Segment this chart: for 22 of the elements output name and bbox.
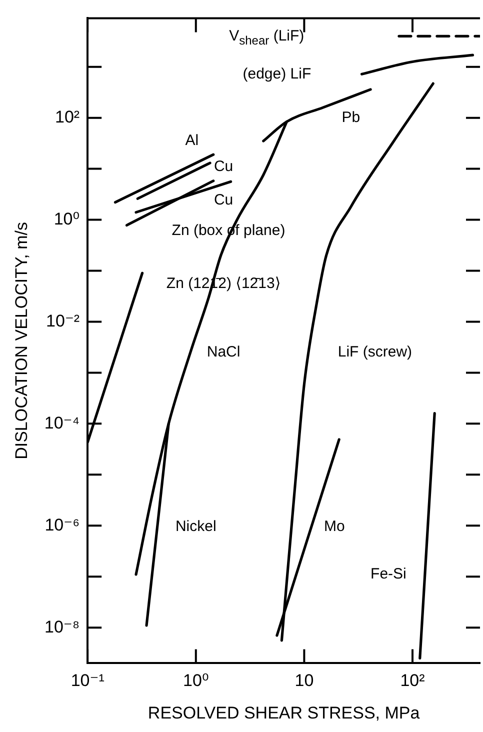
y-tick-label: 10⁰: [54, 209, 80, 228]
annotation: Mo: [324, 518, 345, 535]
annotation: Al: [185, 132, 199, 150]
annotation: Pb: [342, 108, 360, 126]
annotation: LiF (screw): [338, 344, 412, 361]
annotation: Nickel: [175, 518, 216, 535]
x-tick-label: 10⁰: [183, 671, 209, 690]
x-axis-title: RESOLVED SHEAR STRESS, MPa: [148, 703, 420, 722]
annotation: Fe-Si: [370, 566, 406, 583]
y-tick-label: 10⁻⁴: [44, 413, 80, 432]
x-tick-label: 10: [294, 671, 314, 690]
annotation: NaCl: [206, 344, 240, 361]
annotation: Cu: [214, 192, 234, 209]
x-tick-label: 10²: [400, 671, 426, 690]
annotation: Cu: [214, 158, 234, 175]
y-tick-label: 10⁻⁶: [44, 515, 80, 534]
y-tick-label: 10⁻⁸: [44, 617, 80, 636]
y-tick-label: 10⁻²: [46, 311, 80, 330]
y-axis-title: DISLOCATION VELOCITY, m/s: [12, 222, 31, 460]
annotation: (edge) LiF: [242, 65, 312, 82]
x-tick-label: 10⁻¹: [70, 671, 105, 690]
y-tick-label: 10²: [55, 108, 80, 127]
